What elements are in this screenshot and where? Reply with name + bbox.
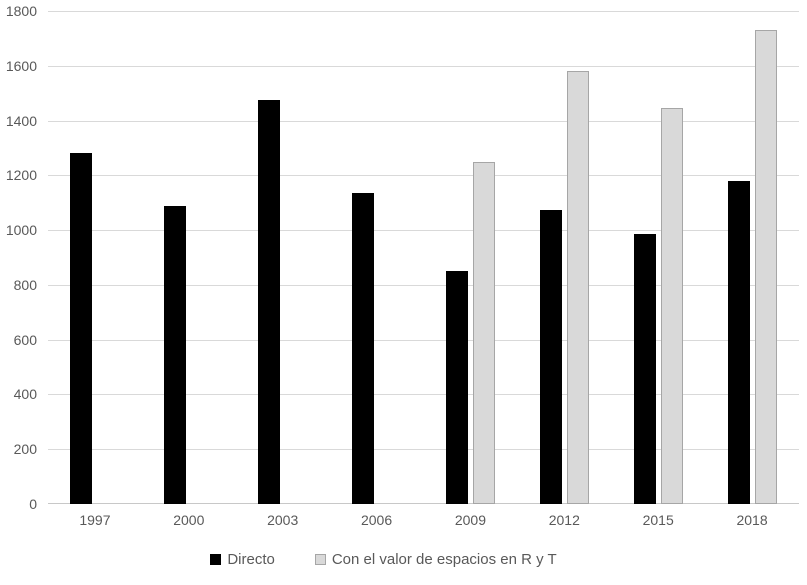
- bar-directo-2012: [539, 209, 562, 504]
- y-tick-label: 0: [29, 496, 37, 512]
- bar-directo-2003: [258, 100, 281, 504]
- gridline: [48, 394, 799, 396]
- legend-label-espacios: Con el valor de espacios en R y T: [331, 551, 557, 568]
- legend-swatch-directo: [210, 554, 222, 565]
- x-tick-label: 2012: [548, 512, 580, 528]
- x-tick-label: 2018: [736, 512, 768, 528]
- bar-directo-2009: [445, 271, 468, 504]
- legend-swatch-espacios: [314, 554, 326, 565]
- bar-espacios-2012: [566, 71, 589, 504]
- bar-directo-2006: [352, 193, 375, 504]
- y-tick-label: 1800: [5, 3, 37, 19]
- bar-directo-2015: [633, 234, 656, 504]
- y-tick-label: 200: [13, 441, 37, 458]
- gridline: [48, 65, 799, 67]
- x-tick-label: 2009: [454, 512, 487, 528]
- gridline: [48, 449, 799, 451]
- gridline: [48, 175, 799, 177]
- y-tick-label: 1400: [5, 112, 37, 129]
- gridline: [48, 11, 799, 12]
- x-axis-line: [48, 503, 799, 504]
- gridline: [48, 284, 799, 286]
- y-tick-label: 600: [13, 331, 37, 348]
- y-tick-label: 800: [13, 276, 37, 293]
- bar-directo-1997: [70, 153, 93, 504]
- bar-espacios-2015: [660, 108, 683, 504]
- legend-item-espacios: Con el valor de espacios en R y T: [314, 551, 557, 568]
- gridline: [48, 230, 799, 232]
- y-tick-label: 1200: [5, 167, 37, 184]
- chart-legend: Directo Con el valor de espacios en R y …: [0, 551, 767, 568]
- x-tick-label: 2003: [267, 512, 299, 528]
- legend-label-directo: Directo: [227, 551, 275, 568]
- x-tick-label: 2015: [642, 512, 674, 528]
- bar-espacios-2009: [472, 161, 495, 504]
- bar-directo-2018: [727, 180, 750, 504]
- gridline: [48, 120, 799, 122]
- y-tick-label: 400: [13, 386, 37, 403]
- plot-area: [48, 11, 799, 504]
- legend-item-directo: Directo: [210, 551, 275, 568]
- bar-espacios-2018: [754, 30, 777, 504]
- x-tick-label: 2000: [173, 512, 205, 528]
- x-tick-label: 1997: [79, 512, 111, 528]
- x-tick-label: 2006: [360, 512, 393, 528]
- gridline: [48, 339, 799, 341]
- y-tick-label: 1600: [5, 57, 37, 74]
- bar-directo-2000: [164, 205, 187, 504]
- y-tick-label: 1000: [5, 222, 37, 239]
